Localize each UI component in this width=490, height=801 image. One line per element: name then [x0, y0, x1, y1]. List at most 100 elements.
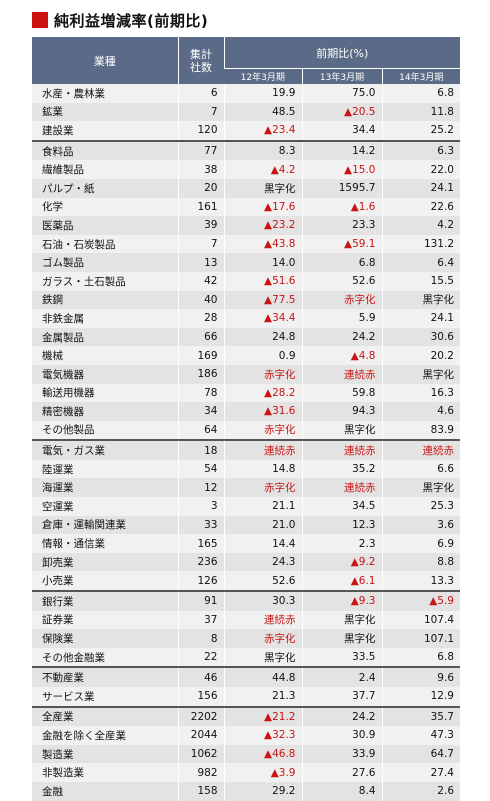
company-count: 37	[177, 610, 224, 630]
company-count: 28	[177, 309, 224, 328]
change-value: 24.8	[223, 327, 302, 347]
change-value: 33.9	[301, 744, 382, 764]
company-count: 236	[177, 552, 224, 572]
change-value: ▲21.2	[223, 705, 302, 727]
company-count: 186	[177, 364, 224, 384]
change-value: ▲9.3	[301, 590, 382, 611]
table-row: 証券業 37 連続赤 黒字化 107.4	[32, 610, 460, 630]
change-value: 2.6	[381, 781, 460, 801]
change-value: 6.8	[301, 253, 382, 272]
change-value: 連続赤	[301, 478, 382, 498]
change-value: 27.4	[381, 763, 460, 782]
table-row: ガラス・土石製品 42 ▲51.6 52.6 15.5	[32, 271, 460, 291]
company-count: 7	[177, 234, 224, 254]
change-value: 22.0	[381, 160, 460, 179]
header-count: 集計 社数	[177, 37, 224, 84]
data-table: 業種 集計 社数 前期比(%) 12年3月期 13年3月期 14年3月期 水産・…	[32, 37, 460, 801]
industry-name: 製造業	[32, 744, 178, 764]
change-value: 5.9	[301, 309, 382, 328]
table-row: 保険業 8 赤字化 黒字化 107.1	[32, 629, 460, 648]
industry-name: 輸送用機器	[32, 383, 178, 403]
company-count: 66	[177, 327, 224, 347]
table-row: その他金融業 22 黒字化 33.5 6.8	[32, 647, 460, 668]
header-industry: 業種	[32, 37, 178, 84]
change-value: 6.8	[381, 647, 460, 668]
table-row: 卸売業 236 24.3 ▲9.2 8.8	[32, 552, 460, 572]
industry-name: サービス業	[32, 687, 178, 707]
change-value: ▲20.5	[301, 102, 382, 122]
industry-name: 化学	[32, 197, 178, 217]
table-row: 金融を除く全産業 2044 ▲32.3 30.9 47.3	[32, 726, 460, 745]
industry-name: 金融	[32, 781, 178, 801]
industry-name: 小売業	[32, 571, 178, 592]
company-count: 7	[177, 102, 224, 122]
industry-name: 情報・通信業	[32, 534, 178, 553]
change-value: 131.2	[381, 234, 460, 254]
change-value: 黒字化	[223, 647, 302, 668]
change-value: 14.8	[223, 459, 302, 479]
change-value: 15.5	[381, 271, 460, 291]
table-row: 非鉄金属 28 ▲34.4 5.9 24.1	[32, 309, 460, 328]
change-value: 8.4	[301, 781, 382, 801]
change-value: 20.2	[381, 346, 460, 365]
table-row: 鉱業 7 48.5 ▲20.5 11.8	[32, 102, 460, 122]
table-row: 輸送用機器 78 ▲28.2 59.8 16.3	[32, 383, 460, 403]
industry-name: 鉄鋼	[32, 290, 178, 310]
change-value: 14.2	[301, 139, 382, 161]
table-row: 陸運業 54 14.8 35.2 6.6	[32, 459, 460, 479]
change-value: 94.3	[301, 402, 382, 421]
header-count-text: 集計 社数	[190, 47, 212, 74]
table-row: 銀行業 91 30.3 ▲9.3 ▲5.9	[32, 590, 460, 611]
change-value: 35.2	[301, 459, 382, 479]
change-value: 黒字化	[381, 290, 460, 310]
company-count: 6	[177, 84, 224, 103]
table-row: 空運業 3 21.1 34.5 25.3	[32, 497, 460, 516]
industry-name: 建設業	[32, 121, 178, 141]
change-value: 赤字化	[301, 290, 382, 310]
change-value: 4.2	[381, 216, 460, 235]
change-value: 30.6	[381, 327, 460, 347]
table-row: 製造業 1062 ▲46.8 33.9 64.7	[32, 744, 460, 764]
change-value: 赤字化	[223, 420, 302, 441]
industry-name: 空運業	[32, 497, 178, 516]
change-value: 12.9	[381, 687, 460, 707]
change-value: ▲31.6	[223, 402, 302, 421]
change-value: ▲4.8	[301, 346, 382, 365]
company-count: 64	[177, 420, 224, 441]
change-value: 12.3	[301, 515, 382, 535]
change-value: 23.3	[301, 216, 382, 235]
table-row: 不動産業 46 44.8 2.4 9.6	[32, 666, 460, 687]
change-value: ▲15.0	[301, 160, 382, 179]
change-value: 44.8	[223, 666, 302, 687]
company-count: 3	[177, 497, 224, 516]
change-value: 22.6	[381, 197, 460, 217]
industry-name: 医薬品	[32, 216, 178, 235]
change-value: 6.3	[381, 139, 460, 161]
change-value: 16.3	[381, 383, 460, 403]
company-count: 77	[177, 139, 224, 161]
table-row: 繊維製品 38 ▲4.2 ▲15.0 22.0	[32, 160, 460, 179]
change-value: 6.9	[381, 534, 460, 553]
change-value: 35.7	[381, 705, 460, 727]
table-row: 医薬品 39 ▲23.2 23.3 4.2	[32, 216, 460, 235]
change-value: 64.7	[381, 744, 460, 764]
company-count: 22	[177, 647, 224, 668]
industry-name: 非製造業	[32, 763, 178, 782]
change-value: 24.2	[301, 705, 382, 727]
table-row: ゴム製品 13 14.0 6.8 6.4	[32, 253, 460, 272]
change-value: 4.6	[381, 402, 460, 421]
industry-name: 繊維製品	[32, 160, 178, 179]
industry-name: 電気・ガス業	[32, 439, 178, 460]
change-value: 24.1	[381, 178, 460, 198]
industry-name: 鉱業	[32, 102, 178, 122]
change-value: 黒字化	[301, 420, 382, 441]
header-period: 14年3月期	[381, 68, 460, 84]
table-row: 石油・石炭製品 7 ▲43.8 ▲59.1 131.2	[32, 234, 460, 254]
table-body: 水産・農林業 6 19.9 75.0 6.8 鉱業 7 48.5 ▲20.5 11.8 建設業 120…	[32, 84, 460, 801]
change-value: 連続赤	[301, 439, 382, 460]
table-row: 精密機器 34 ▲31.6 94.3 4.6	[32, 402, 460, 421]
change-value: 連続赤	[223, 439, 302, 460]
change-value: 19.9	[223, 84, 302, 103]
table-row: 電気機器 186 赤字化 連続赤 黒字化	[32, 364, 460, 384]
industry-name: 金属製品	[32, 327, 178, 347]
